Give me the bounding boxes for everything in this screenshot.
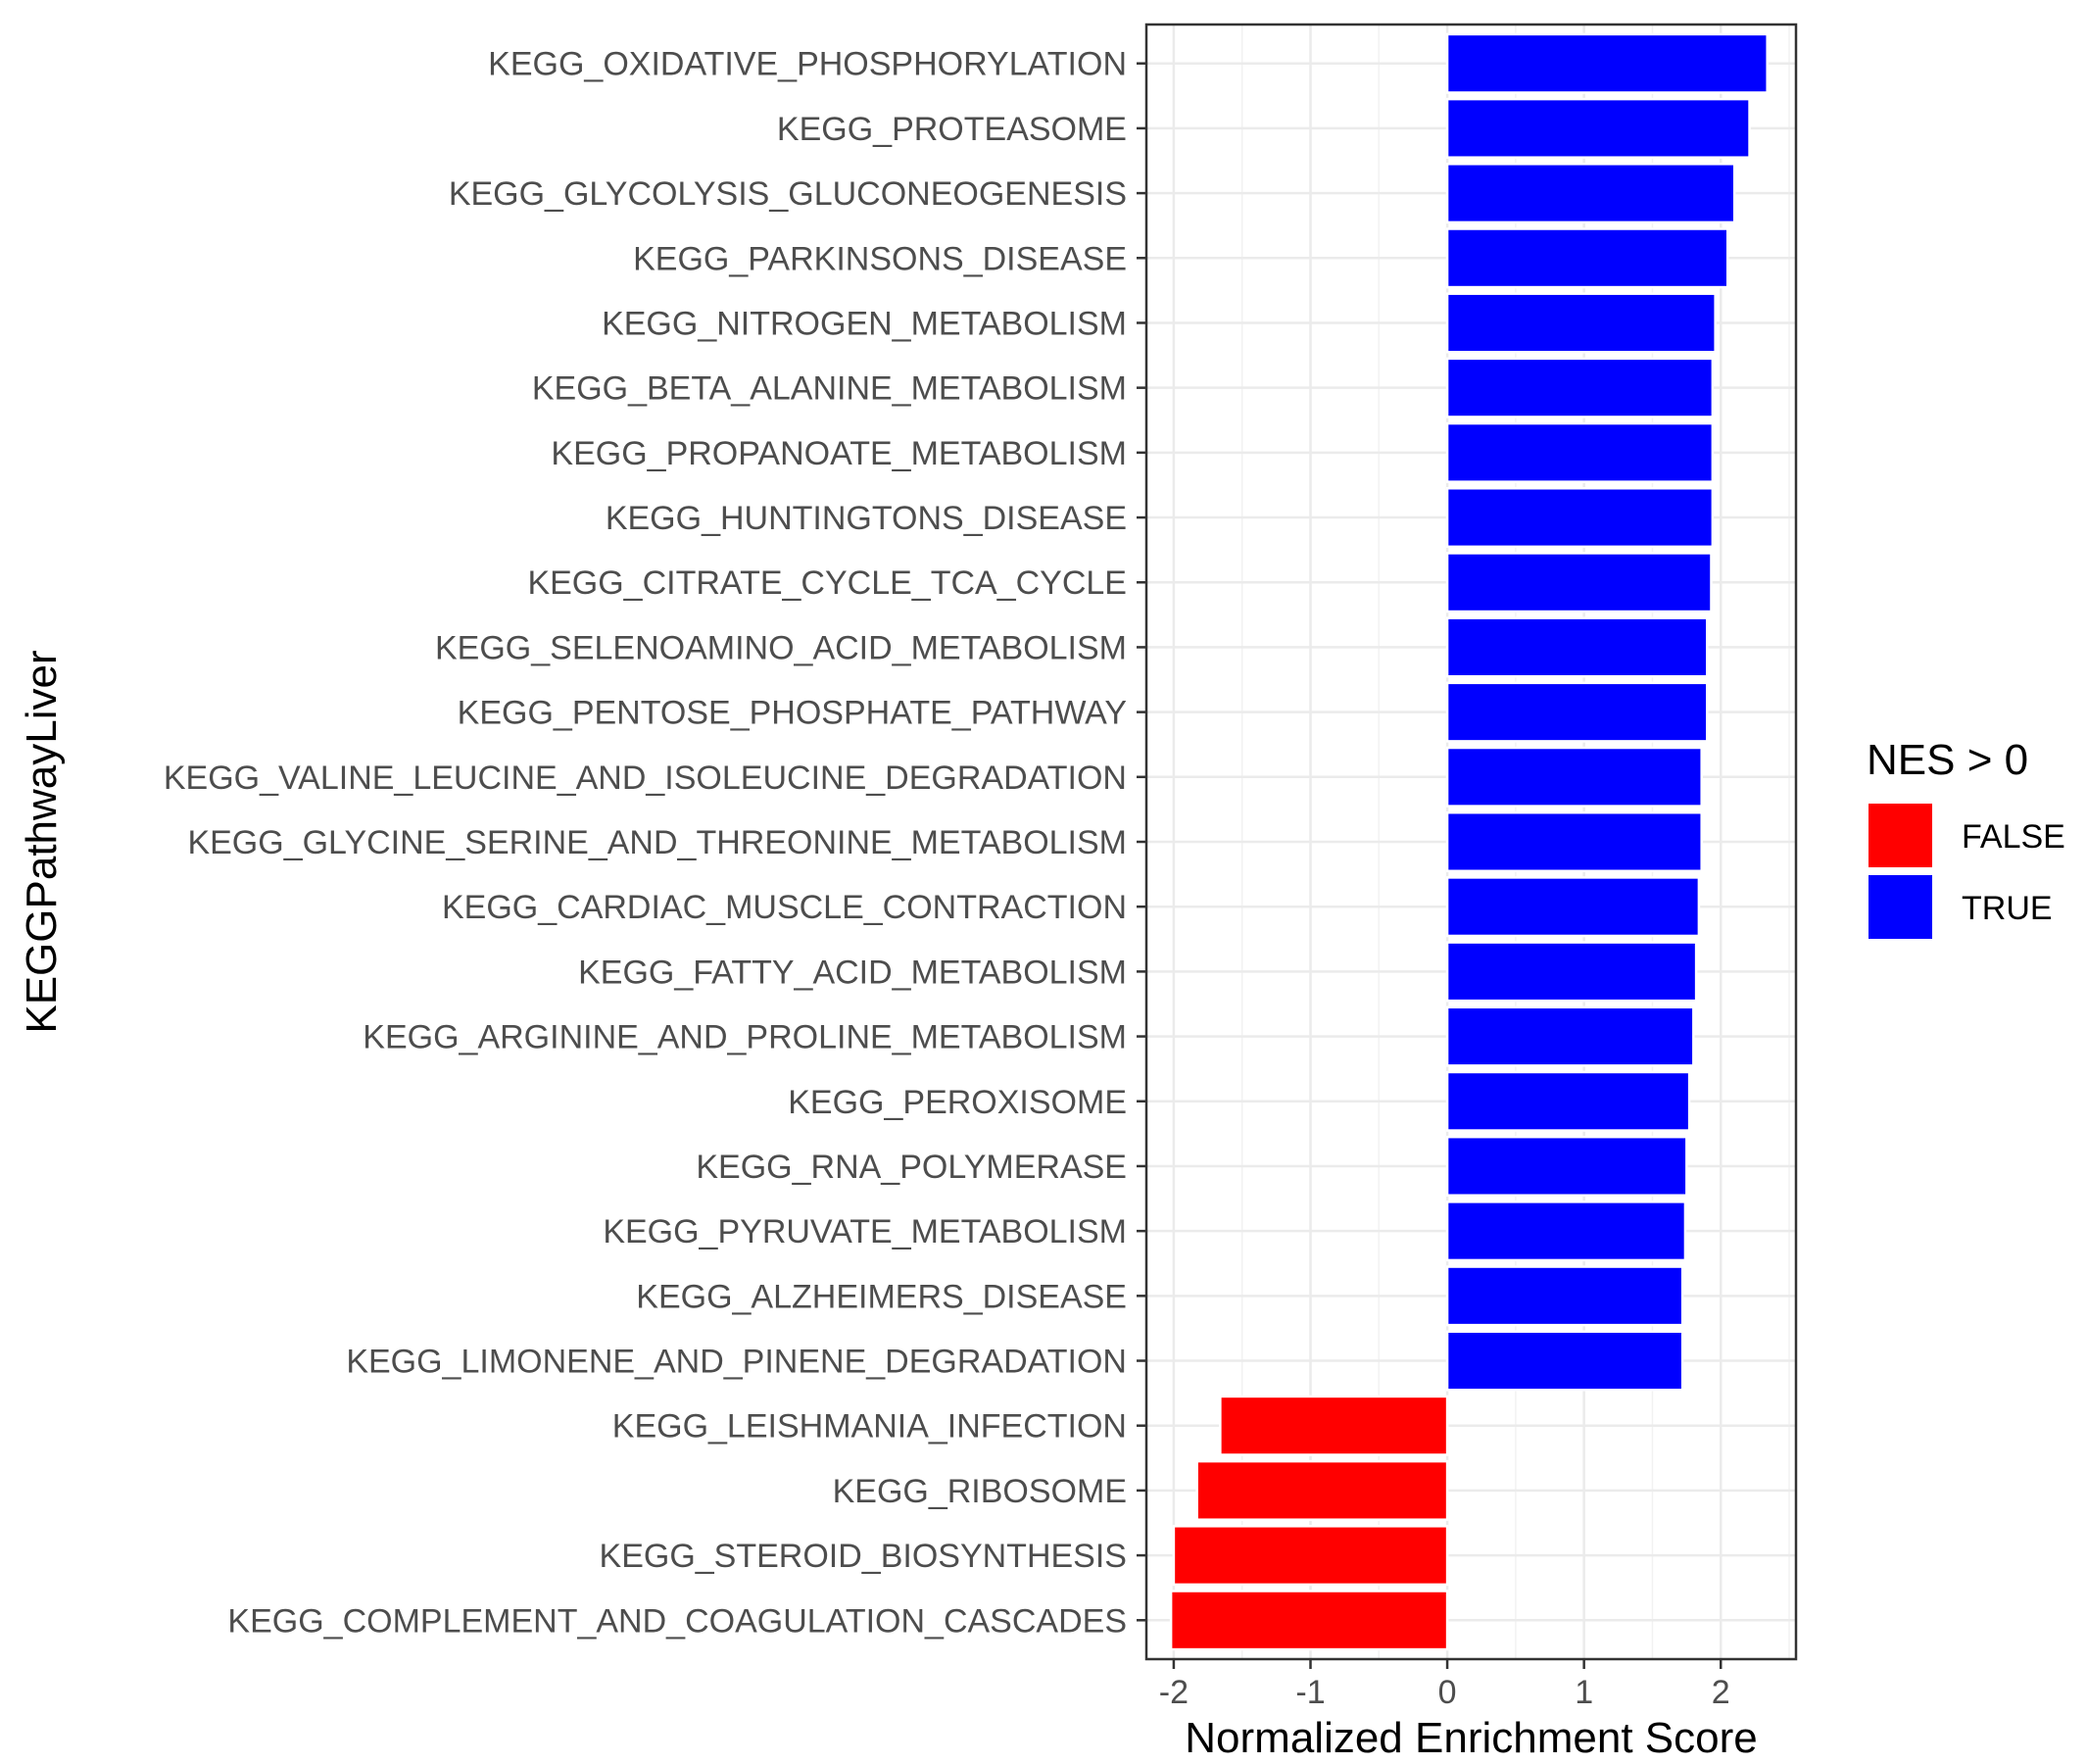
bar — [1445, 357, 1715, 418]
bar — [1195, 1459, 1449, 1521]
y-tick-label: KEGG_COMPLEMENT_AND_COAGULATION_CASCADES — [227, 1602, 1127, 1640]
y-tick-label: KEGG_VALINE_LEUCINE_AND_ISOLEUCINE_DEGRA… — [164, 760, 1127, 797]
bar — [1445, 1330, 1684, 1392]
bar — [1445, 292, 1717, 354]
y-tick-label: KEGG_HUNTINGTONS_DISEASE — [606, 500, 1127, 537]
y-tick-label: KEGG_PARKINSONS_DISEASE — [633, 240, 1127, 277]
bar — [1445, 32, 1769, 94]
bar — [1169, 1590, 1449, 1651]
y-tick-label: KEGG_LEISHMANIA_INFECTION — [612, 1408, 1127, 1446]
legend-label-true: TRUE — [1962, 890, 2053, 927]
x-tick-label: -2 — [1159, 1674, 1189, 1711]
x-tick-label: -1 — [1295, 1674, 1325, 1711]
y-tick-label: KEGG_STEROID_BIOSYNTHESIS — [600, 1538, 1127, 1575]
y-tick-label: KEGG_PEROXISOME — [788, 1084, 1127, 1121]
x-tick-label: 1 — [1575, 1674, 1593, 1711]
y-tick-label: KEGG_CARDIAC_MUSCLE_CONTRACTION — [442, 889, 1127, 926]
y-tick-label: KEGG_PROPANOATE_METABOLISM — [551, 435, 1127, 472]
legend-label-false: FALSE — [1962, 818, 2065, 856]
bar — [1445, 421, 1715, 483]
bar — [1445, 552, 1713, 613]
bar — [1445, 1135, 1688, 1197]
legend-key-true — [1869, 875, 1932, 939]
legend-title: NES > 0 — [1867, 736, 2028, 784]
y-tick-label: KEGG_PENTOSE_PHOSPHATE_PATHWAY — [458, 695, 1127, 732]
y-tick-label: KEGG_FATTY_ACID_METABOLISM — [578, 954, 1127, 991]
y-tick-label: KEGG_PROTEASOME — [777, 111, 1127, 148]
x-tick-label: 0 — [1438, 1674, 1457, 1711]
y-tick-label: KEGG_RNA_POLYMERASE — [696, 1149, 1127, 1186]
y-tick-label: KEGG_LIMONENE_AND_PINENE_DEGRADATION — [346, 1344, 1127, 1381]
y-tick-label: KEGG_RIBOSOME — [833, 1473, 1127, 1510]
legend-items: FALSE TRUE — [1869, 804, 2065, 939]
bar — [1445, 1070, 1691, 1132]
legend-key-false — [1869, 804, 1932, 867]
bar — [1445, 616, 1709, 678]
bar — [1445, 681, 1709, 743]
bar — [1445, 941, 1698, 1003]
bar — [1445, 97, 1751, 159]
bar — [1445, 746, 1703, 808]
bar — [1445, 1200, 1687, 1262]
bar — [1445, 487, 1715, 549]
bars — [1169, 32, 1769, 1651]
y-axis: KEGG_OXIDATIVE_PHOSPHORYLATION KEGG_PROTE… — [164, 46, 1146, 1640]
y-tick-label: KEGG_ALZHEIMERS_DISEASE — [636, 1278, 1127, 1315]
y-tick-label: KEGG_BETA_ALANINE_METABOLISM — [532, 370, 1127, 408]
bar — [1172, 1525, 1449, 1587]
bar — [1445, 1265, 1684, 1327]
bar — [1445, 810, 1703, 873]
y-tick-label: KEGG_SELENOAMINO_ACID_METABOLISM — [435, 629, 1127, 666]
bar — [1219, 1395, 1449, 1456]
legend: NES > 0 FALSE TRUE — [1867, 736, 2065, 939]
bar — [1445, 227, 1729, 289]
y-tick-label: KEGG_NITROGEN_METABOLISM — [602, 305, 1127, 342]
y-tick-label: KEGG_CITRATE_CYCLE_TCA_CYCLE — [527, 564, 1127, 602]
x-axis-title: Normalized Enrichment Score — [1185, 1714, 1757, 1762]
x-axis: -2 -1 0 1 2 — [1159, 1659, 1730, 1711]
y-tick-label: KEGG_GLYCOLYSIS_GLUCONEOGENESIS — [449, 175, 1127, 213]
y-tick-label: KEGG_PYRUVATE_METABOLISM — [603, 1213, 1127, 1250]
bar — [1445, 1005, 1695, 1067]
y-axis-title: KEGGPathwayLiver — [18, 650, 66, 1033]
y-tick-label: KEGG_ARGININE_AND_PROLINE_METABOLISM — [363, 1019, 1127, 1056]
bar — [1445, 876, 1701, 938]
bar — [1445, 163, 1736, 224]
y-tick-label: KEGG_GLYCINE_SERINE_AND_THREONINE_METABO… — [187, 824, 1127, 861]
y-tick-label: KEGG_OXIDATIVE_PHOSPHORYLATION — [488, 46, 1127, 83]
x-tick-label: 2 — [1712, 1674, 1730, 1711]
